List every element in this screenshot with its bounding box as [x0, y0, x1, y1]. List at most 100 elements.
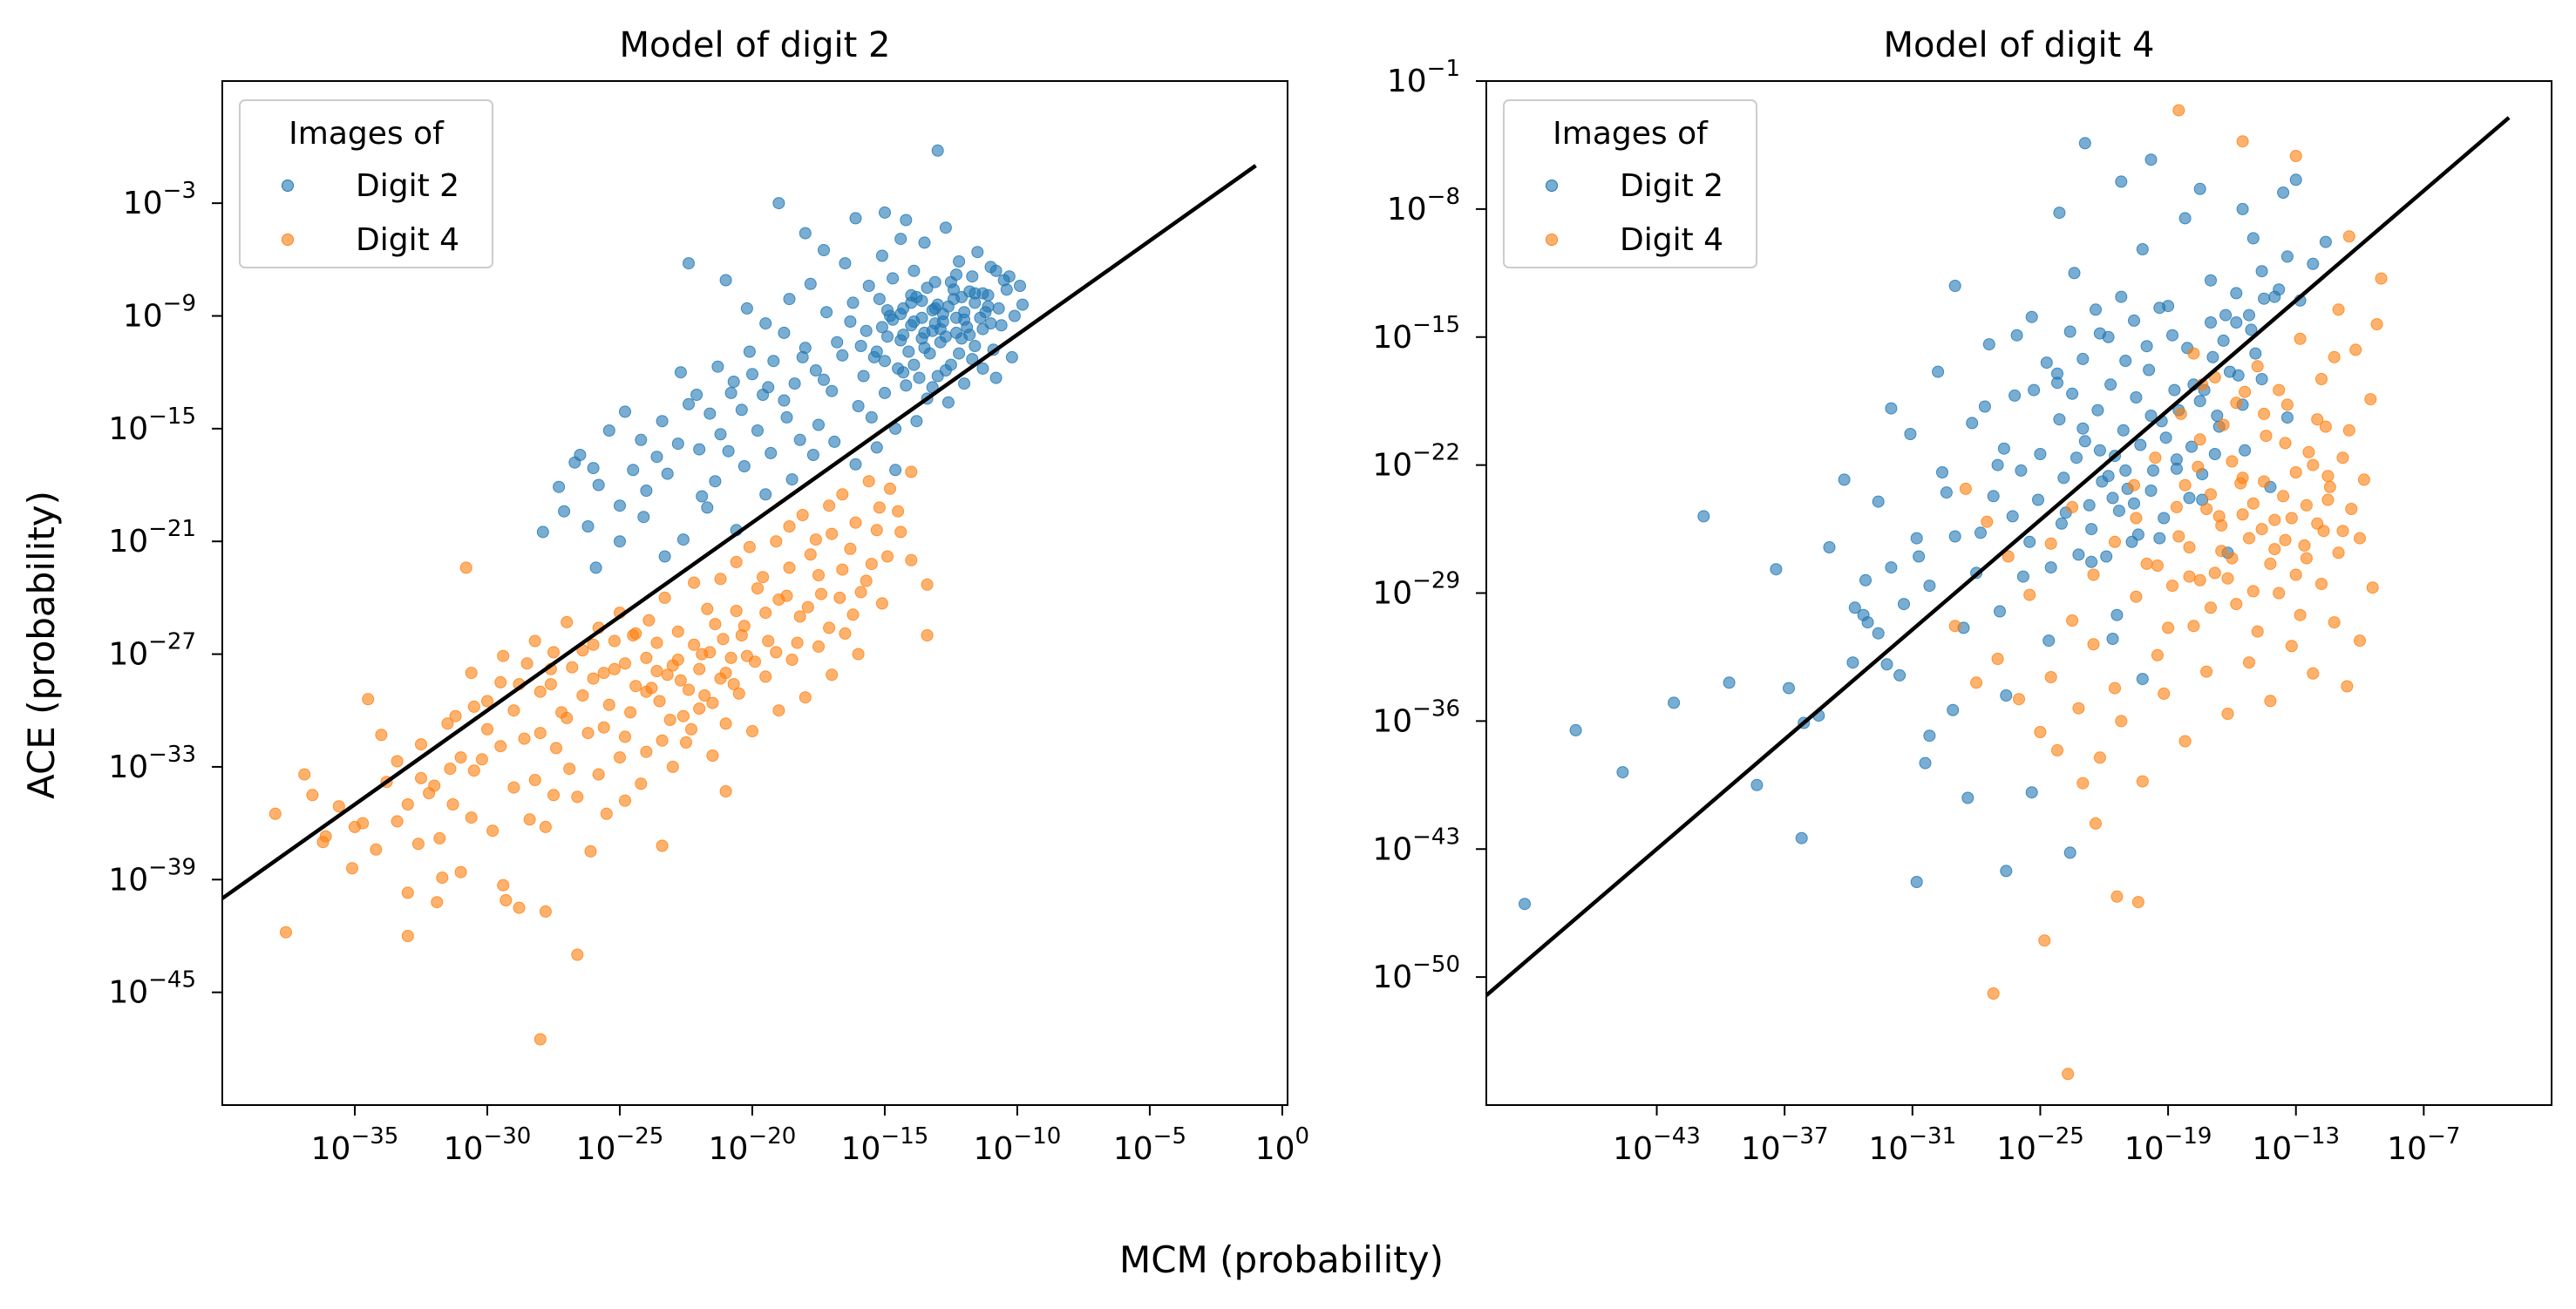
- scatter-point: [759, 317, 772, 330]
- x-tick-label: 10−7: [2387, 1123, 2460, 1167]
- scatter-point: [523, 813, 536, 826]
- scatter-point: [1982, 338, 1995, 351]
- scatter-point: [828, 435, 841, 448]
- scatter-point: [415, 771, 427, 784]
- scatter-point: [743, 540, 756, 553]
- scatter-point: [671, 437, 684, 451]
- scatter-point: [2221, 572, 2234, 585]
- scatter-point: [1859, 573, 1872, 587]
- scatter-point: [2239, 444, 2252, 457]
- scatter-point: [913, 371, 926, 384]
- scatter-point: [1697, 510, 1710, 523]
- scatter-point: [1569, 723, 1582, 736]
- scatter-point: [966, 270, 979, 283]
- scatter-point: [2006, 510, 2019, 523]
- scatter-point: [836, 349, 849, 362]
- scatter-point: [640, 651, 653, 664]
- scatter-point: [2193, 433, 2206, 446]
- scatter-point: [629, 680, 642, 693]
- scatter-point: [2258, 407, 2271, 420]
- scatter-point: [653, 695, 666, 708]
- scatter-point: [706, 749, 719, 762]
- y-tick-label: 10−33: [108, 742, 196, 785]
- scatter-point: [2109, 682, 2121, 695]
- legend-marker: [282, 234, 294, 246]
- scatter-point: [1668, 696, 1681, 709]
- scatter-point: [939, 221, 952, 234]
- scatter-point: [2245, 323, 2258, 336]
- scatter-point: [2315, 578, 2328, 590]
- panel-model-digit-2: Model of digit 2 10−35 10−30 10−25 10−20 10−1…: [108, 25, 1309, 1167]
- panel-model-digit-4: Model of digit 4 10−43 10−37 10−31 10−25 10−1…: [1372, 25, 2552, 1167]
- scatter-point: [2170, 462, 2183, 475]
- scatter-point: [2366, 581, 2379, 594]
- scatter-point: [2219, 309, 2233, 322]
- scatter-point: [2140, 340, 2153, 353]
- chart-title: Model of digit 4: [1884, 25, 2155, 65]
- scatter-point: [875, 249, 888, 262]
- scatter-point: [640, 685, 653, 698]
- scatter-point: [666, 760, 679, 773]
- scatter-point: [2311, 517, 2324, 530]
- scatter-point: [2354, 634, 2366, 648]
- scatter-point: [1948, 280, 1961, 292]
- scatter-point: [650, 665, 663, 677]
- scatter-point: [875, 321, 888, 334]
- scatter-point: [1014, 280, 1026, 292]
- scatter-point: [375, 729, 388, 742]
- scatter-point: [939, 330, 952, 343]
- scatter-point: [701, 602, 714, 615]
- scatter-point: [2205, 274, 2217, 287]
- scatter-point: [2072, 548, 2085, 561]
- scatter-point: [428, 779, 441, 792]
- scatter-point: [2345, 503, 2358, 515]
- scatter-point: [799, 691, 812, 704]
- scatter-point: [661, 467, 674, 480]
- scatter-point: [730, 605, 743, 617]
- scatter-point: [2063, 325, 2076, 338]
- scatter-point: [735, 629, 748, 641]
- scatter-point: [2174, 407, 2187, 420]
- scatter-point: [801, 600, 814, 614]
- scatter-point: [1991, 458, 2004, 471]
- scatter-point: [306, 789, 319, 802]
- scatter-point: [2112, 505, 2125, 518]
- scatter-point: [581, 520, 595, 532]
- scatter-point: [772, 197, 785, 210]
- scatter-point: [767, 355, 780, 368]
- scatter-point: [465, 811, 478, 824]
- scatter-point: [2307, 667, 2320, 680]
- scatter-point: [696, 490, 709, 503]
- scatter-point: [2208, 448, 2221, 460]
- scatter-point: [921, 281, 934, 295]
- scatter-point: [1750, 778, 1764, 791]
- scatter-point: [411, 838, 425, 851]
- scatter-point: [619, 657, 631, 670]
- scatter-point: [894, 526, 907, 539]
- scatter-point: [656, 839, 669, 852]
- scatter-point: [2015, 464, 2028, 477]
- scatter-point: [2136, 673, 2149, 686]
- scatter-point: [2342, 230, 2355, 243]
- scatter-point: [727, 678, 740, 691]
- scatter-point: [2375, 272, 2388, 285]
- scatter-point: [2264, 695, 2277, 708]
- scatter-point: [884, 482, 896, 495]
- scatter-point: [2130, 391, 2143, 404]
- scatter-point: [571, 948, 584, 961]
- scatter-point: [2172, 104, 2185, 117]
- scatter-point: [467, 700, 480, 713]
- scatter-point: [1910, 532, 1923, 545]
- scatter-point: [1848, 601, 1861, 614]
- scatter-point: [635, 433, 648, 446]
- scatter-point: [2370, 318, 2383, 331]
- scatter-point: [2128, 314, 2140, 327]
- scatter-point: [984, 317, 997, 330]
- scatter-point: [1913, 550, 1926, 563]
- scatter-point: [2341, 680, 2354, 693]
- scatter-point: [2051, 376, 2063, 390]
- scatter-point: [870, 441, 883, 454]
- scatter-point: [879, 355, 891, 368]
- scatter-point: [2243, 656, 2255, 669]
- scatter-point: [446, 798, 459, 810]
